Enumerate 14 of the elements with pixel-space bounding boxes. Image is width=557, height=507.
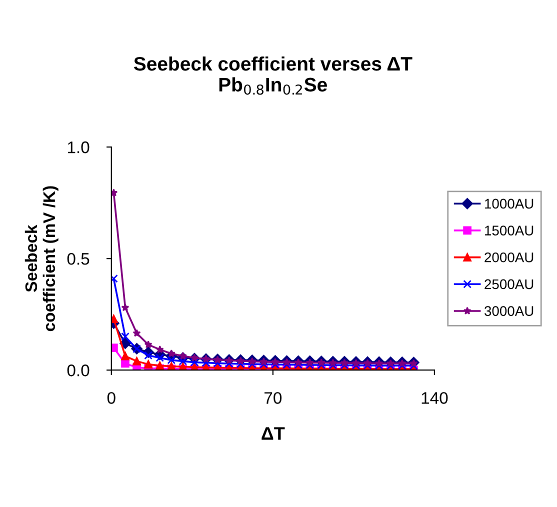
legend-label: 1000AU xyxy=(485,198,534,209)
legend-label: 1500AU xyxy=(485,226,534,236)
chart-title: Seebeck coefficient verses ΔT Pb$_{0.8}$In$_{0.2}$Se xyxy=(134,56,412,95)
y-tick-label: 0.0 xyxy=(67,364,90,376)
legend-label: 2000AU xyxy=(484,252,534,262)
x-axis-title: ΔT xyxy=(262,427,285,440)
x-tick-label: 70 xyxy=(264,392,282,404)
y-axis-title: Seebeck coefficient (mV /K) xyxy=(24,186,58,332)
legend-label: 3000AU xyxy=(484,306,534,316)
y-tick-label: 1.0 xyxy=(68,141,90,154)
x-tick-label: 0 xyxy=(107,392,116,404)
y-tick-label: 0.5 xyxy=(67,252,90,265)
x-tick-label: 140 xyxy=(422,392,448,404)
legend-label: 2500AU xyxy=(484,279,534,290)
